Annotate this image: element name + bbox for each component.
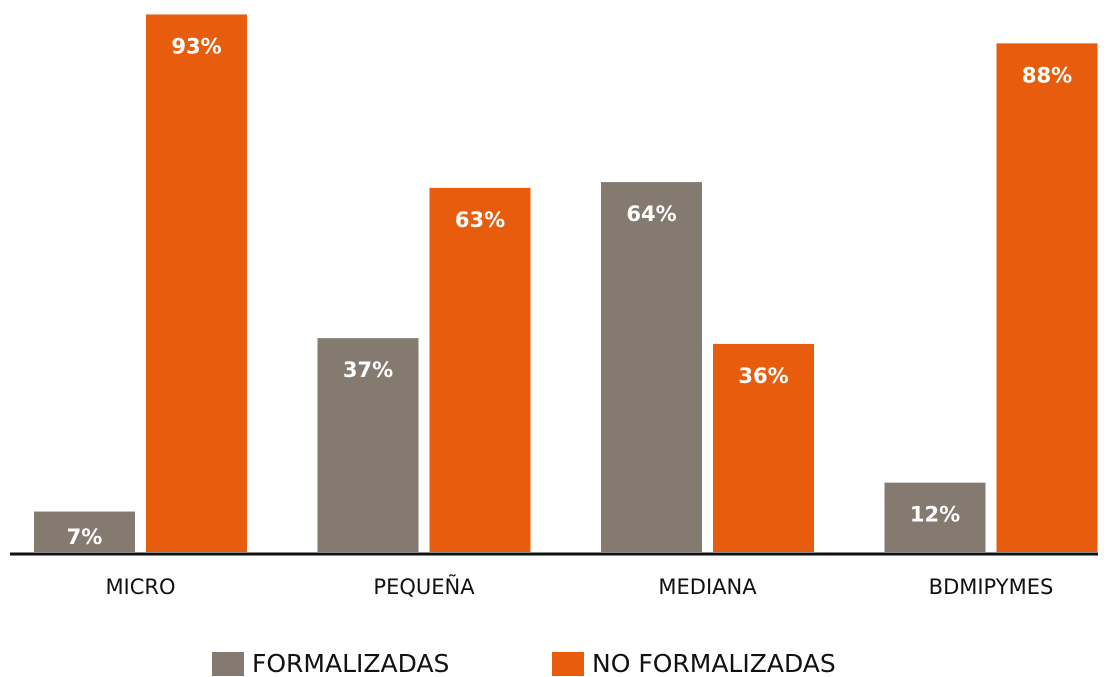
x-tick-label: MICRO xyxy=(105,575,175,599)
bar xyxy=(884,482,986,552)
bar xyxy=(429,187,531,553)
bar xyxy=(317,338,419,552)
value-label: 36% xyxy=(738,364,788,388)
bar xyxy=(34,511,135,552)
value-label: 63% xyxy=(455,208,505,232)
value-label: 12% xyxy=(910,503,960,527)
value-label: 88% xyxy=(1022,63,1072,87)
bar xyxy=(996,43,1098,553)
legend-label: FORMALIZADAS xyxy=(252,649,449,677)
bar xyxy=(713,343,814,552)
x-tick-label: PEQUEÑA xyxy=(373,573,475,599)
bar xyxy=(601,182,702,552)
legend-swatch xyxy=(552,652,584,676)
value-label: 37% xyxy=(343,358,393,382)
legend-swatch xyxy=(212,652,244,676)
bar xyxy=(146,14,247,552)
value-label: 93% xyxy=(171,34,221,58)
value-label: 7% xyxy=(67,525,103,549)
legend-label: NO FORMALIZADAS xyxy=(592,649,836,677)
x-tick-label: BDMIPYMES xyxy=(929,575,1054,599)
value-label: 64% xyxy=(626,202,676,226)
x-tick-label: MEDIANA xyxy=(658,575,757,599)
